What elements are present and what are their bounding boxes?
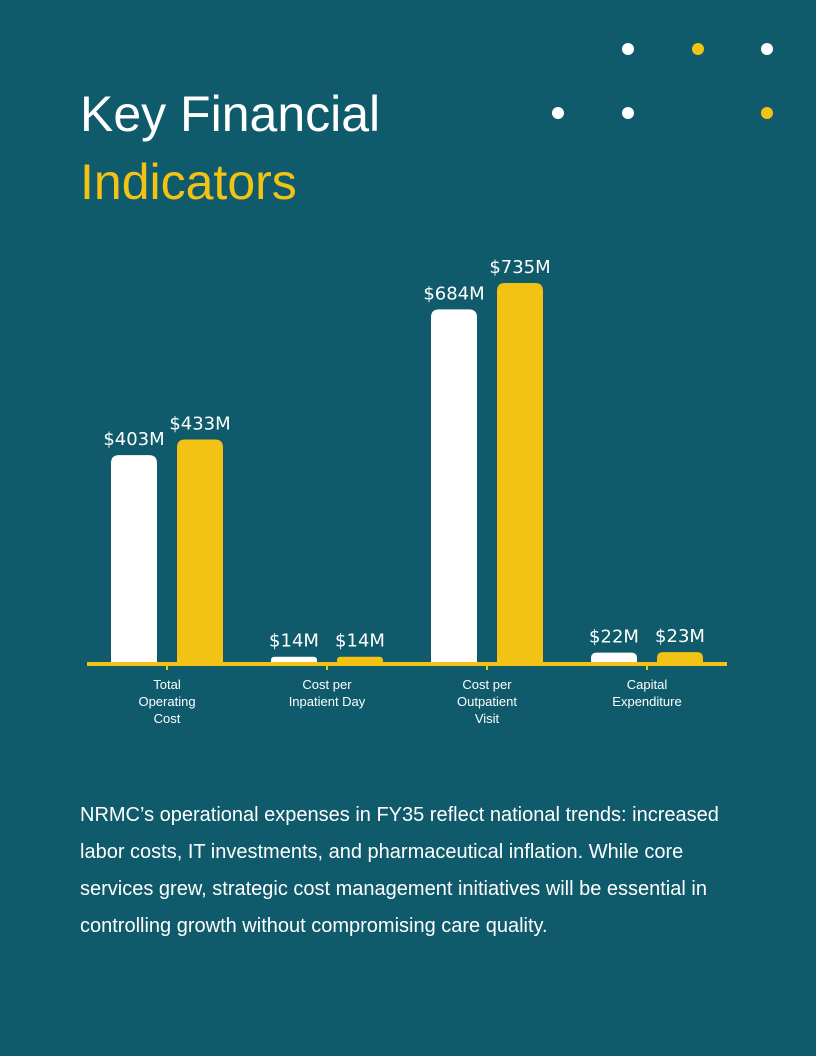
category-label-line: Expenditure [612,694,681,709]
category-label-line: Cost [154,711,181,726]
category-label-line: Cost per [462,677,512,692]
data-label: $433M [169,414,230,435]
summary-paragraph: NRMC’s operational expenses in FY35 refl… [80,804,719,937]
decorative-dots [552,43,773,119]
category-label-line: Operating [138,694,195,709]
category-label-line: Capital [627,677,668,692]
data-label: $23M [655,626,705,647]
data-label: $684M [423,283,484,304]
decorative-dot [692,43,704,55]
bar [657,652,703,664]
data-label: $22M [589,627,639,648]
data-label: $735M [489,257,550,278]
category-label: Cost per Outpatient Visit [457,677,517,726]
category-label-line: Visit [475,711,500,726]
bar [431,309,477,664]
decorative-dot [622,107,634,119]
category-label-line: Cost per [302,677,352,692]
bar-chart: $403M$433M Total Operating Cost $14M $14M Cost… [87,257,727,726]
decorative-dot [552,107,564,119]
bar [111,455,157,664]
category-label: Capital Expenditure [612,677,681,709]
category-label-line: Inpatient Day [289,694,366,709]
decorative-dot [761,43,773,55]
bar [591,652,637,664]
title-line-1: Key Financial [80,86,381,142]
title-line-2: Indicators [80,154,297,210]
data-label: $14M [335,631,385,652]
bar [177,439,223,664]
category-label-line: Total [153,677,181,692]
decorative-dot [622,43,634,55]
category-label: Total Operating Cost [138,677,195,726]
data-label: $403M [103,429,164,450]
data-label: $14M [269,631,319,652]
decorative-dot [761,107,773,119]
category-label: Cost per Inpatient Day [289,677,366,709]
page-title: Key Financial Indicators [80,80,380,216]
category-label-line: Outpatient [457,694,517,709]
bar [497,283,543,664]
